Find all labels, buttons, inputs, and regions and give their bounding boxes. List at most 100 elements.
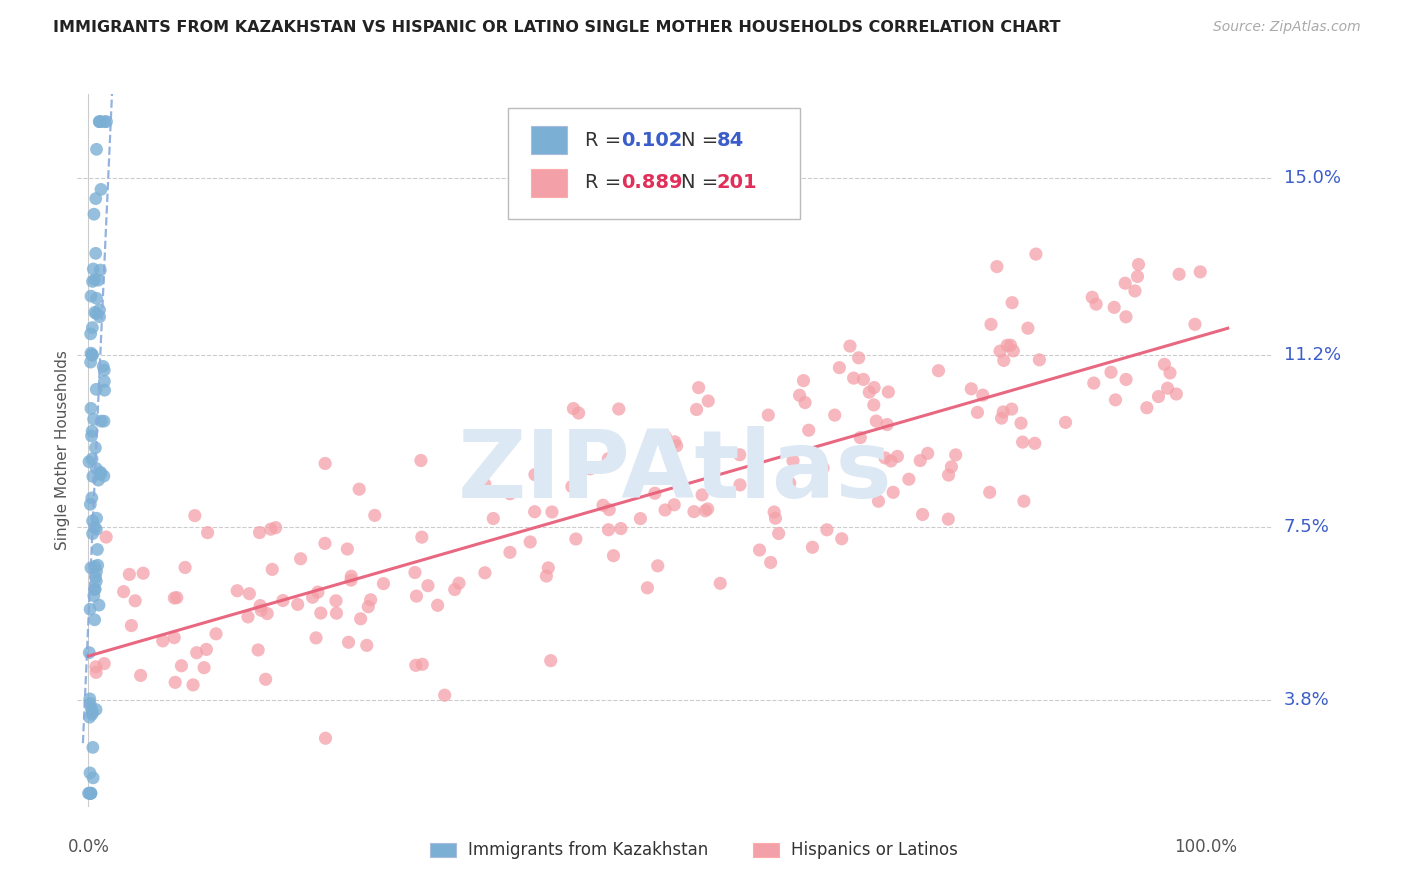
Point	[1099, 365, 1122, 379]
Point	[165, 675, 187, 690]
Point	[1115, 372, 1137, 386]
Point	[80, 786, 103, 800]
Point	[186, 646, 208, 660]
Point	[89, 263, 111, 277]
Point	[993, 405, 1015, 419]
Point	[1114, 276, 1136, 290]
Point	[880, 454, 903, 468]
Point	[979, 485, 1001, 500]
Point	[763, 505, 786, 519]
Point	[84, 461, 107, 475]
Point	[1011, 435, 1033, 450]
Point	[695, 504, 717, 518]
Point	[86, 511, 108, 525]
Point	[309, 606, 332, 620]
Point	[756, 408, 779, 422]
Point	[79, 786, 101, 800]
Point	[426, 599, 449, 613]
Point	[249, 599, 271, 613]
Point	[474, 566, 496, 580]
Point	[1184, 318, 1206, 332]
Point	[236, 610, 259, 624]
Point	[152, 633, 174, 648]
Point	[79, 602, 101, 616]
Point	[80, 491, 103, 505]
Point	[1081, 290, 1104, 304]
Point	[79, 326, 101, 341]
Point	[84, 382, 107, 396]
Point	[79, 355, 101, 369]
Point	[84, 246, 107, 260]
Point	[79, 710, 101, 724]
Point	[79, 766, 101, 780]
Point	[287, 598, 309, 612]
Point	[87, 273, 110, 287]
Point	[84, 665, 107, 680]
Point	[1025, 247, 1047, 261]
Point	[93, 657, 115, 671]
Point	[89, 302, 111, 317]
Point	[89, 114, 111, 128]
Point	[1159, 366, 1181, 380]
Point	[124, 594, 146, 608]
Point	[1156, 381, 1178, 395]
Point	[93, 469, 115, 483]
Point	[789, 388, 811, 402]
Point	[443, 582, 465, 597]
Point	[519, 535, 541, 549]
Point	[647, 558, 669, 573]
Point	[112, 584, 135, 599]
Point	[792, 374, 814, 388]
Point	[868, 494, 890, 508]
Point	[499, 545, 522, 559]
Text: N =: N =	[681, 173, 724, 193]
Point	[815, 523, 838, 537]
Point	[89, 310, 111, 324]
Point	[882, 485, 904, 500]
Point	[80, 707, 103, 722]
Point	[911, 508, 934, 522]
Point	[84, 703, 107, 717]
Point	[86, 565, 108, 579]
Point	[84, 441, 107, 455]
Point	[561, 479, 583, 493]
Point	[598, 523, 620, 537]
Point	[90, 414, 112, 428]
Point	[908, 453, 931, 467]
Point	[685, 402, 707, 417]
Point	[474, 477, 496, 491]
Point	[986, 260, 1008, 274]
Point	[404, 566, 426, 580]
Point	[936, 512, 959, 526]
Point	[360, 592, 382, 607]
FancyBboxPatch shape	[531, 169, 568, 197]
Point	[250, 603, 273, 617]
Point	[170, 658, 193, 673]
Point	[1168, 267, 1191, 281]
FancyBboxPatch shape	[430, 843, 456, 857]
Point	[1104, 392, 1126, 407]
Point	[537, 561, 560, 575]
Point	[759, 556, 782, 570]
Point	[315, 731, 337, 746]
Point	[1126, 269, 1149, 284]
Point	[728, 478, 751, 492]
Point	[828, 360, 851, 375]
Point	[271, 593, 294, 607]
Point	[82, 348, 104, 362]
Point	[247, 643, 270, 657]
Point	[598, 502, 620, 516]
Point	[664, 434, 686, 449]
Point	[79, 497, 101, 511]
Point	[82, 771, 104, 785]
Point	[779, 476, 801, 491]
Point	[768, 526, 790, 541]
Point	[1017, 321, 1039, 335]
Point	[205, 627, 228, 641]
Point	[373, 576, 395, 591]
Point	[405, 589, 427, 603]
Point	[1085, 297, 1108, 311]
Point	[193, 661, 215, 675]
Point	[960, 382, 983, 396]
Point	[433, 688, 456, 702]
